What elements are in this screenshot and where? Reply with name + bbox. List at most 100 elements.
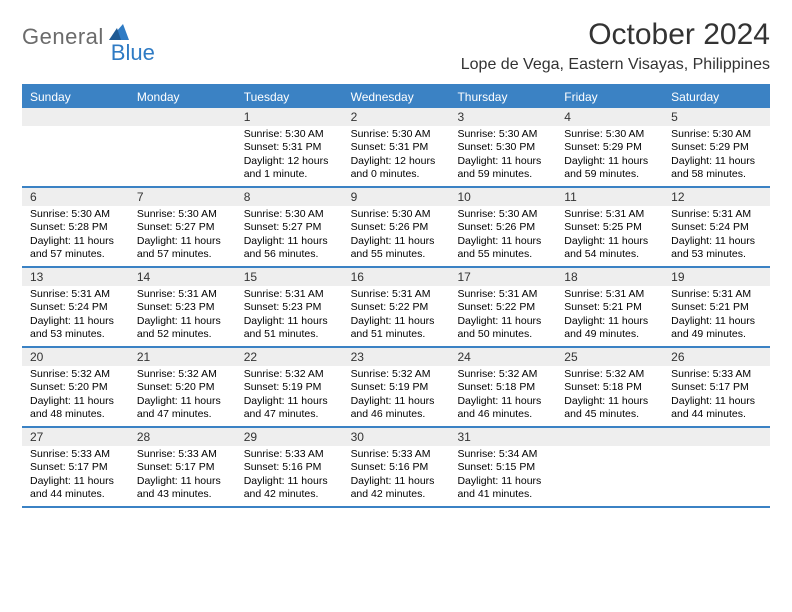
day-detail-line: Sunset: 5:26 PM [351,221,442,234]
day-detail-line: Daylight: 11 hours [564,395,655,408]
day-number-empty [556,428,663,446]
day-detail-line: and 49 minutes. [564,328,655,341]
day-cell: 24Sunrise: 5:32 AMSunset: 5:18 PMDayligh… [449,348,556,426]
day-details: Sunrise: 5:32 AMSunset: 5:20 PMDaylight:… [22,366,129,426]
day-detail-line: and 44 minutes. [671,408,762,421]
day-number: 21 [129,348,236,366]
week-row: 1Sunrise: 5:30 AMSunset: 5:31 PMDaylight… [22,108,770,188]
day-number: 3 [449,108,556,126]
day-detail-line: Daylight: 11 hours [30,475,121,488]
day-detail-line: Daylight: 11 hours [137,475,228,488]
day-detail-line: Sunrise: 5:32 AM [30,368,121,381]
location-text: Lope de Vega, Eastern Visayas, Philippin… [461,56,770,74]
day-cell [22,108,129,186]
day-cell: 27Sunrise: 5:33 AMSunset: 5:17 PMDayligh… [22,428,129,506]
day-detail-line: Sunrise: 5:30 AM [351,208,442,221]
day-detail-line: Sunrise: 5:31 AM [671,288,762,301]
day-details: Sunrise: 5:31 AMSunset: 5:22 PMDaylight:… [343,286,450,346]
day-cell [663,428,770,506]
day-number-empty [663,428,770,446]
day-details: Sunrise: 5:31 AMSunset: 5:25 PMDaylight:… [556,206,663,266]
day-detail-line: and 50 minutes. [457,328,548,341]
day-detail-line: and 51 minutes. [244,328,335,341]
day-cell [129,108,236,186]
day-detail-line: Sunset: 5:24 PM [30,301,121,314]
day-detail-line: Sunset: 5:29 PM [564,141,655,154]
day-number: 5 [663,108,770,126]
day-detail-line: Sunset: 5:23 PM [137,301,228,314]
day-details: Sunrise: 5:30 AMSunset: 5:26 PMDaylight:… [343,206,450,266]
day-detail-line: Sunset: 5:18 PM [457,381,548,394]
day-details: Sunrise: 5:32 AMSunset: 5:19 PMDaylight:… [236,366,343,426]
day-cell: 11Sunrise: 5:31 AMSunset: 5:25 PMDayligh… [556,188,663,266]
day-detail-line: Daylight: 11 hours [457,235,548,248]
week-row: 20Sunrise: 5:32 AMSunset: 5:20 PMDayligh… [22,348,770,428]
day-detail-line: Sunset: 5:20 PM [30,381,121,394]
day-detail-line: Sunrise: 5:31 AM [671,208,762,221]
day-header: Tuesday [236,86,343,108]
day-cell: 4Sunrise: 5:30 AMSunset: 5:29 PMDaylight… [556,108,663,186]
day-detail-line: Daylight: 11 hours [457,395,548,408]
day-header: Monday [129,86,236,108]
day-detail-line: Sunrise: 5:31 AM [564,288,655,301]
day-number: 14 [129,268,236,286]
day-details: Sunrise: 5:33 AMSunset: 5:16 PMDaylight:… [343,446,450,506]
day-details: Sunrise: 5:33 AMSunset: 5:17 PMDaylight:… [663,366,770,426]
day-cell: 20Sunrise: 5:32 AMSunset: 5:20 PMDayligh… [22,348,129,426]
calendar-page: General Blue October 2024 Lope de Vega, … [0,0,792,526]
day-detail-line: Sunrise: 5:31 AM [137,288,228,301]
day-detail-line: Sunset: 5:19 PM [351,381,442,394]
day-cell [556,428,663,506]
day-detail-line: Sunrise: 5:32 AM [351,368,442,381]
day-detail-line: Sunset: 5:18 PM [564,381,655,394]
day-detail-line: Sunrise: 5:31 AM [564,208,655,221]
day-detail-line: and 57 minutes. [30,248,121,261]
day-detail-line: Sunrise: 5:30 AM [137,208,228,221]
day-detail-line: Sunrise: 5:30 AM [457,208,548,221]
day-cell: 17Sunrise: 5:31 AMSunset: 5:22 PMDayligh… [449,268,556,346]
day-number: 20 [22,348,129,366]
day-cell: 28Sunrise: 5:33 AMSunset: 5:17 PMDayligh… [129,428,236,506]
day-cell: 23Sunrise: 5:32 AMSunset: 5:19 PMDayligh… [343,348,450,426]
day-number: 27 [22,428,129,446]
day-detail-line: Sunrise: 5:31 AM [244,288,335,301]
day-detail-line: Sunset: 5:19 PM [244,381,335,394]
day-detail-line: Daylight: 11 hours [351,315,442,328]
day-number: 29 [236,428,343,446]
day-cell: 19Sunrise: 5:31 AMSunset: 5:21 PMDayligh… [663,268,770,346]
day-details [129,126,236,132]
day-detail-line: Sunrise: 5:33 AM [244,448,335,461]
day-number: 13 [22,268,129,286]
day-cell: 14Sunrise: 5:31 AMSunset: 5:23 PMDayligh… [129,268,236,346]
day-cell: 7Sunrise: 5:30 AMSunset: 5:27 PMDaylight… [129,188,236,266]
day-number: 15 [236,268,343,286]
week-row: 13Sunrise: 5:31 AMSunset: 5:24 PMDayligh… [22,268,770,348]
day-detail-line: Daylight: 11 hours [30,235,121,248]
day-detail-line: Daylight: 11 hours [30,315,121,328]
day-detail-line: and 47 minutes. [137,408,228,421]
day-detail-line: Daylight: 11 hours [137,235,228,248]
day-detail-line: and 52 minutes. [137,328,228,341]
day-number: 22 [236,348,343,366]
day-number: 8 [236,188,343,206]
day-cell: 3Sunrise: 5:30 AMSunset: 5:30 PMDaylight… [449,108,556,186]
day-number: 4 [556,108,663,126]
day-detail-line: Sunset: 5:30 PM [457,141,548,154]
title-block: October 2024 Lope de Vega, Eastern Visay… [461,18,770,74]
day-detail-line: Sunset: 5:22 PM [351,301,442,314]
day-cell: 22Sunrise: 5:32 AMSunset: 5:19 PMDayligh… [236,348,343,426]
day-details: Sunrise: 5:30 AMSunset: 5:27 PMDaylight:… [236,206,343,266]
day-detail-line: Sunset: 5:31 PM [351,141,442,154]
weeks-container: 1Sunrise: 5:30 AMSunset: 5:31 PMDaylight… [22,108,770,508]
day-cell: 21Sunrise: 5:32 AMSunset: 5:20 PMDayligh… [129,348,236,426]
day-detail-line: and 1 minute. [244,168,335,181]
day-number: 12 [663,188,770,206]
day-detail-line: Sunset: 5:16 PM [351,461,442,474]
day-details: Sunrise: 5:31 AMSunset: 5:24 PMDaylight:… [663,206,770,266]
day-detail-line: Daylight: 11 hours [30,395,121,408]
day-cell: 15Sunrise: 5:31 AMSunset: 5:23 PMDayligh… [236,268,343,346]
day-detail-line: Daylight: 11 hours [564,315,655,328]
day-detail-line: Sunrise: 5:33 AM [137,448,228,461]
day-number-empty [129,108,236,126]
day-details: Sunrise: 5:33 AMSunset: 5:17 PMDaylight:… [22,446,129,506]
